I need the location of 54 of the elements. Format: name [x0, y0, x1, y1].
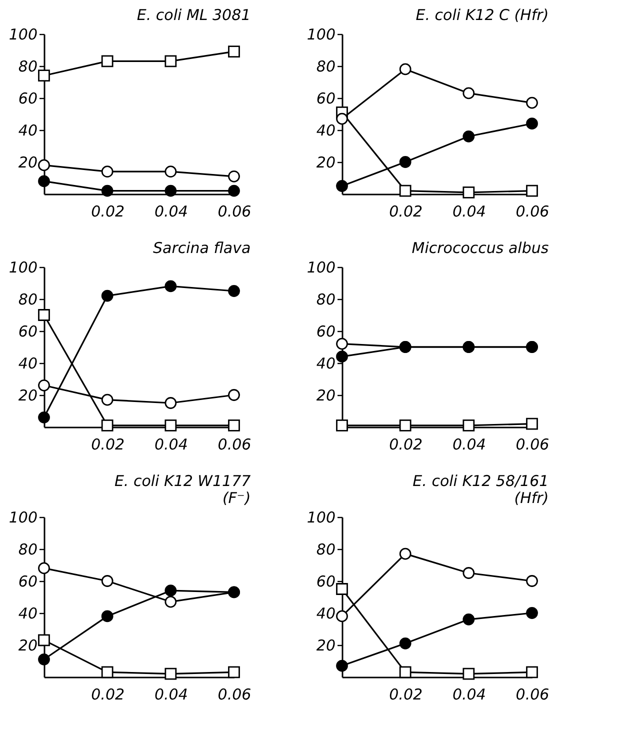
x-tick-label: 0.02 — [389, 202, 423, 220]
y-tick-label: 100 — [306, 258, 336, 276]
y-tick-label: 80 — [316, 290, 336, 308]
y-tick-label: 20 — [316, 154, 336, 172]
y-tick-label: 40 — [18, 604, 38, 622]
y-tick-label: 40 — [316, 604, 336, 622]
y-tick-label: 100 — [8, 258, 38, 276]
y-tick-label: 80 — [18, 58, 38, 76]
y-tick-label: 40 — [316, 122, 336, 140]
y-tick-label: 20 — [18, 386, 38, 404]
y-tick-label: 20 — [316, 386, 336, 404]
x-tick-label: 0.06 — [516, 436, 550, 454]
y-tick-label: 20 — [18, 154, 38, 172]
y-tick-label: 60 — [316, 572, 336, 590]
chart-title: E. coli K12 C (Hfr) — [416, 6, 549, 24]
chart-title: E. coli ML 3081 — [136, 6, 251, 24]
y-tick-label: 100 — [8, 508, 38, 526]
x-tick-label: 0.04 — [452, 202, 486, 220]
x-tick-label: 0.04 — [154, 202, 188, 220]
x-tick-label: 0.02 — [91, 202, 125, 220]
y-tick-label: 60 — [18, 322, 38, 340]
x-tick-label: 0.04 — [452, 686, 486, 704]
chart-title: Sarcina flava — [152, 239, 251, 257]
chart-title: E. coli K12 W1177 (F⁻) — [114, 472, 252, 507]
x-tick-label: 0.06 — [516, 202, 550, 220]
x-tick-label: 0.06 — [218, 686, 252, 704]
y-tick-label: 80 — [18, 290, 38, 308]
y-tick-label: 60 — [18, 90, 38, 108]
chart-title: E. coli K12 58/161 (Hfr) — [412, 472, 549, 507]
y-tick-label: 40 — [316, 354, 336, 372]
y-tick-label: 60 — [316, 90, 336, 108]
y-tick-label: 80 — [316, 58, 336, 76]
x-tick-label: 0.02 — [91, 436, 125, 454]
x-tick-label: 0.02 — [389, 436, 423, 454]
y-tick-label: 20 — [316, 636, 336, 654]
y-tick-label: 100 — [306, 26, 336, 44]
x-tick-label: 0.04 — [154, 436, 188, 454]
y-tick-label: 60 — [18, 572, 38, 590]
x-tick-label: 0.02 — [91, 686, 125, 704]
chart-title: Micrococcus albus — [412, 239, 549, 257]
y-tick-label: 60 — [316, 322, 336, 340]
x-tick-label: 0.06 — [516, 686, 550, 704]
y-tick-label: 40 — [18, 354, 38, 372]
y-tick-label: 80 — [18, 540, 38, 558]
x-tick-label: 0.06 — [218, 436, 252, 454]
y-tick-label: 100 — [8, 26, 38, 44]
y-tick-label: 20 — [18, 636, 38, 654]
x-tick-label: 0.06 — [218, 202, 252, 220]
x-tick-label: 0.04 — [154, 686, 188, 704]
y-tick-label: 100 — [306, 508, 336, 526]
x-tick-label: 0.02 — [389, 686, 423, 704]
x-tick-label: 0.04 — [452, 436, 486, 454]
y-tick-label: 40 — [18, 122, 38, 140]
y-tick-label: 80 — [316, 540, 336, 558]
